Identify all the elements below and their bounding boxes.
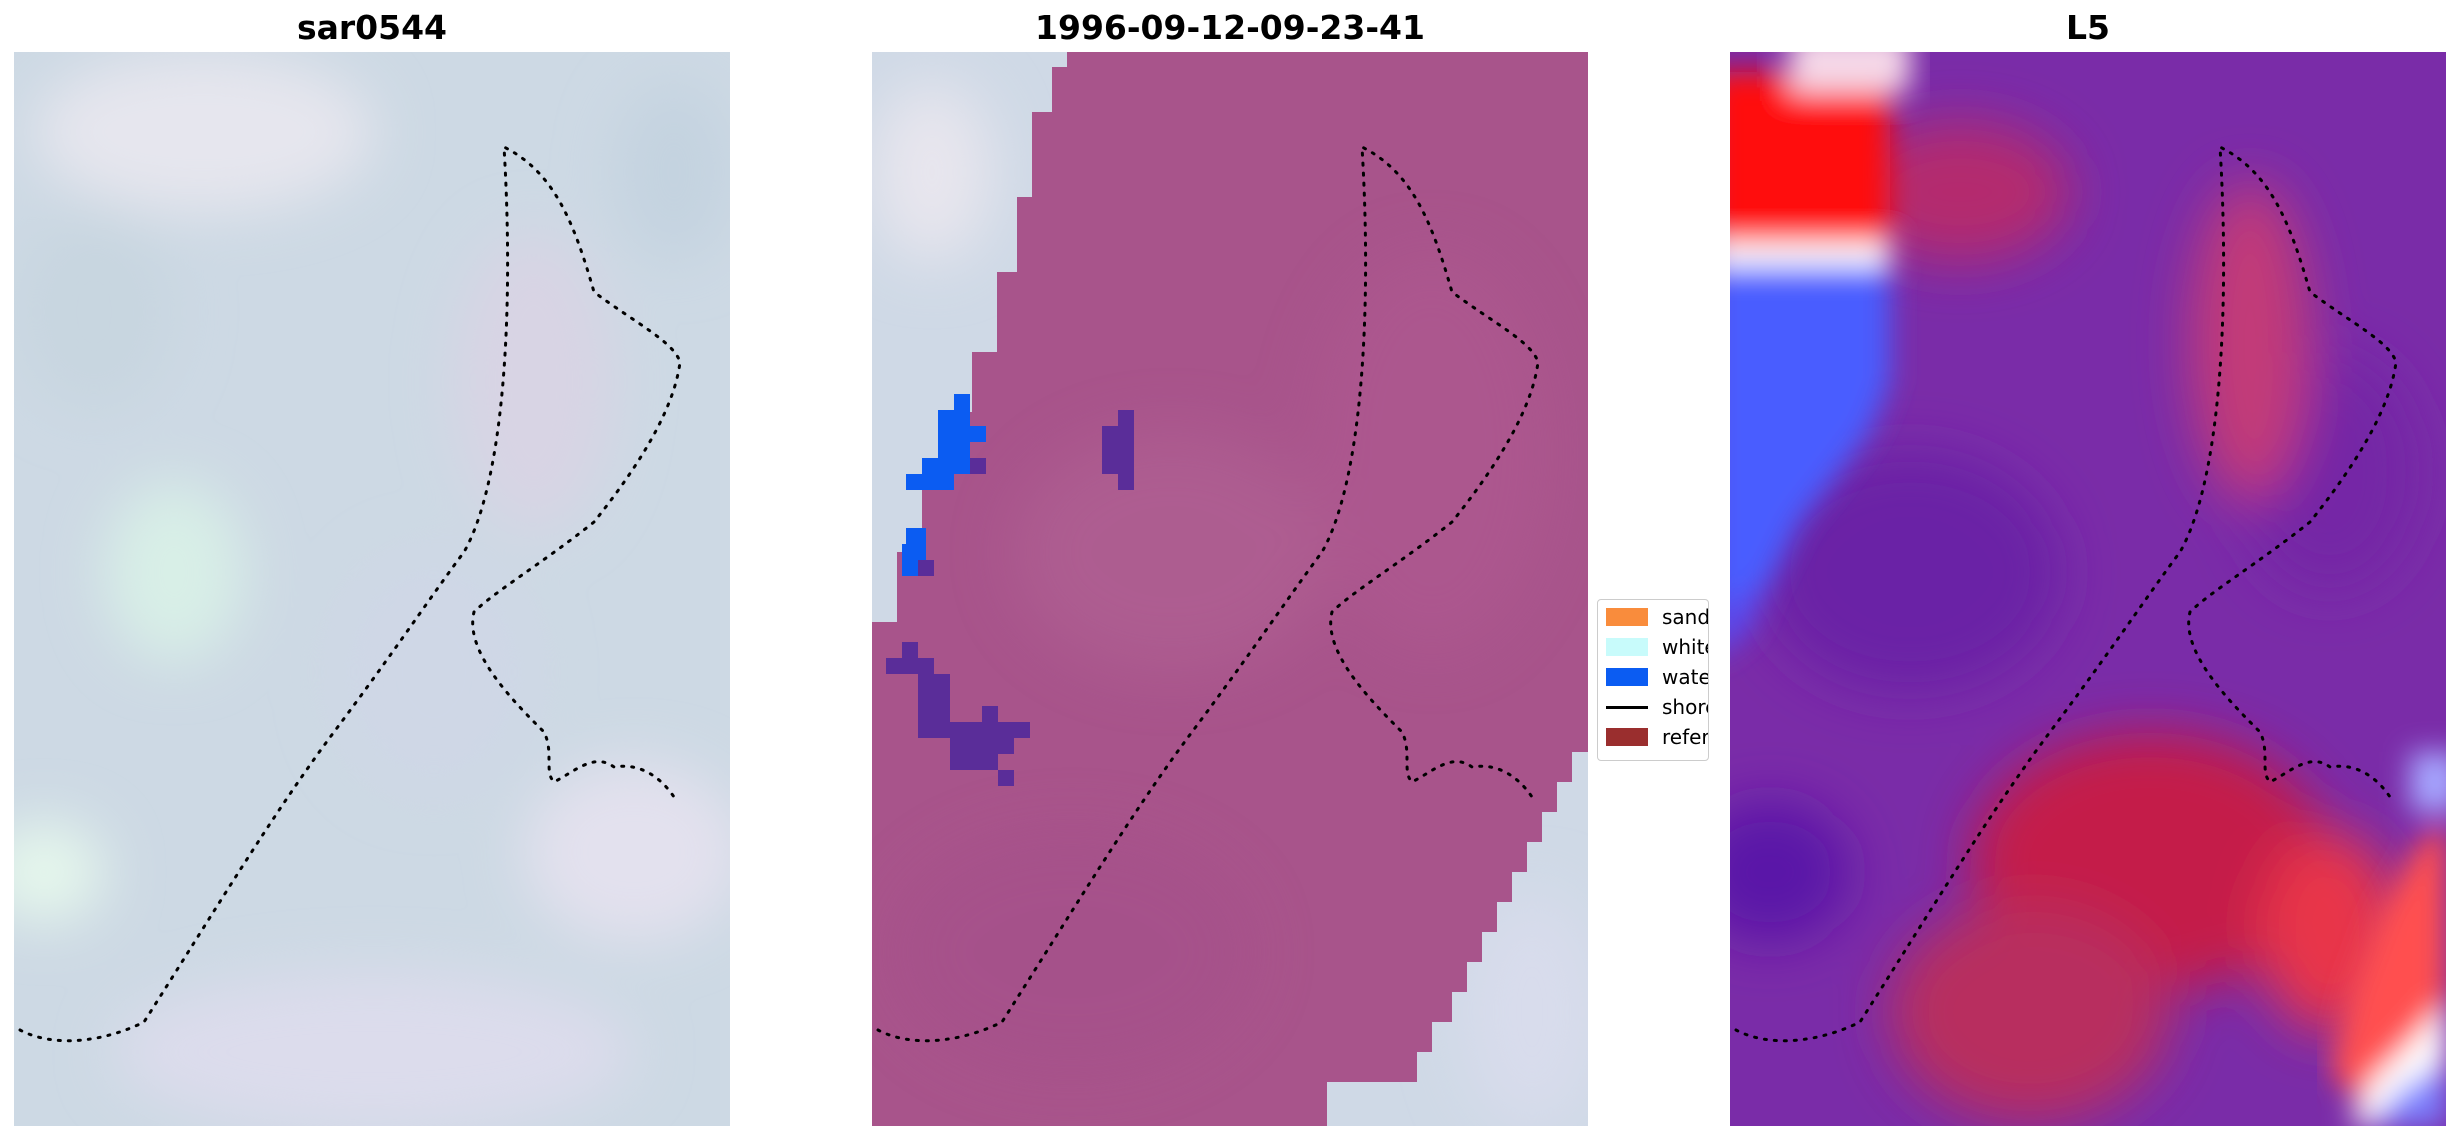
classified-image [872,52,1588,1126]
satellite-image [14,52,730,1126]
legend-item-reference: referen [1606,725,1709,749]
index-map-panel [1730,52,2446,1126]
legend-item-shoreline: shorel [1606,695,1708,719]
dark-class-pixels [886,410,1134,786]
legend-swatch-sand [1606,608,1648,626]
legend-label: sand [1662,605,1709,629]
water-pixels [902,394,986,576]
legend-swatch-water [1606,668,1648,686]
legend-label: referen [1662,725,1709,749]
shoreline [18,144,682,1043]
shoreline [876,144,1540,1043]
panel-title-1: sar0544 [296,8,448,47]
panel-title-2: 1996-09-12-09-23-41 [1035,8,1425,47]
index-map [1730,52,2446,1126]
legend: sand whitew water shorel referen [1597,599,1709,761]
legend-line-shoreline [1606,705,1648,709]
legend-label: shorel [1662,695,1708,719]
legend-item-water: water [1606,665,1708,689]
panel-title-3: L5 [2066,8,2110,47]
shoreline [1734,144,2398,1043]
classified-image-panel [872,52,1588,1126]
legend-item-whitewater: whitew [1606,635,1708,659]
legend-swatch-reference [1606,728,1648,746]
legend-label: whitew [1662,635,1708,659]
satellite-image-panel [14,52,730,1126]
legend-swatch-whitewater [1606,638,1648,656]
legend-item-sand: sand [1606,605,1709,629]
legend-label: water [1662,665,1708,689]
